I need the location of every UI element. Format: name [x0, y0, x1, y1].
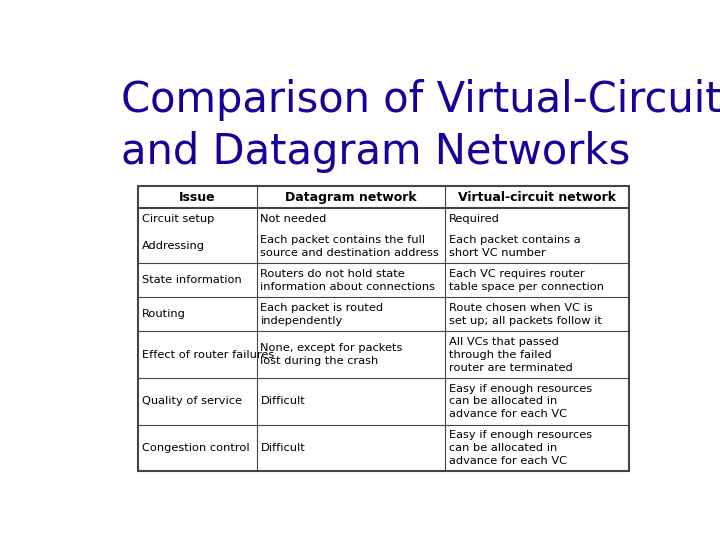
Text: Effect of router failures: Effect of router failures — [142, 350, 274, 360]
Text: Difficult: Difficult — [261, 396, 305, 407]
Text: State information: State information — [142, 275, 242, 286]
Text: Each VC requires router
table space per connection: Each VC requires router table space per … — [449, 269, 604, 292]
Text: Easy if enough resources
can be allocated in
advance for each VC: Easy if enough resources can be allocate… — [449, 383, 592, 419]
Text: Routers do not hold state
information about connections: Routers do not hold state information ab… — [261, 269, 436, 292]
Text: and Datagram Networks: and Datagram Networks — [121, 131, 630, 173]
Text: Each packet contains a
short VC number: Each packet contains a short VC number — [449, 235, 580, 258]
Text: Quality of service: Quality of service — [142, 396, 242, 407]
Text: Routing: Routing — [142, 309, 186, 319]
Text: All VCs that passed
through the failed
router are terminated: All VCs that passed through the failed r… — [449, 337, 572, 373]
Bar — [138, 186, 629, 471]
Text: Virtual-circuit network: Virtual-circuit network — [458, 191, 616, 204]
Text: Congestion control: Congestion control — [142, 443, 250, 453]
Text: Comparison of Virtual-Circuit: Comparison of Virtual-Circuit — [121, 79, 720, 120]
Text: Not needed: Not needed — [261, 214, 327, 224]
Text: Route chosen when VC is
set up; all packets follow it: Route chosen when VC is set up; all pack… — [449, 303, 602, 326]
Text: Each packet is routed
independently: Each packet is routed independently — [261, 303, 384, 326]
Text: Issue: Issue — [179, 191, 216, 204]
Text: Difficult: Difficult — [261, 443, 305, 453]
Text: Addressing: Addressing — [142, 241, 205, 252]
Text: Datagram network: Datagram network — [285, 191, 417, 204]
Text: None, except for packets
lost during the crash: None, except for packets lost during the… — [261, 343, 403, 366]
Text: Required: Required — [449, 214, 500, 224]
Text: Circuit setup: Circuit setup — [142, 214, 215, 224]
Text: Easy if enough resources
can be allocated in
advance for each VC: Easy if enough resources can be allocate… — [449, 430, 592, 466]
Text: Each packet contains the full
source and destination address: Each packet contains the full source and… — [261, 235, 439, 258]
